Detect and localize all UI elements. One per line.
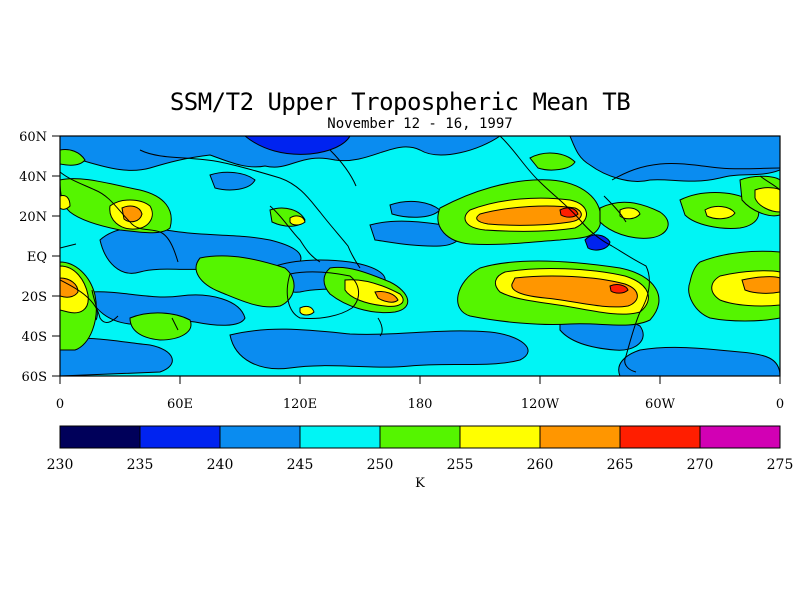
lon-label-0-west: 0 [56,397,64,412]
lon-ticks [59,376,781,384]
colorbar-swatch-230-235 [59,425,141,449]
lat-label-40s: 40S [22,330,47,345]
colorbar-tick-230: 230 [47,457,74,473]
lon-label-180: 180 [408,397,433,412]
page-subtitle: November 12 - 16, 1997 [327,116,513,132]
colorbar-tick-255: 255 [447,457,474,473]
page-title: SSM/T2 Upper Tropospheric Mean TB [169,88,631,116]
contour-field [60,136,780,376]
lat-ticks [52,135,60,377]
colorbar-swatch-250-255 [379,425,461,449]
lon-label-120w: 120W [521,397,560,412]
colorbar-tick-260: 260 [527,457,554,473]
colorbar-tick-275: 275 [767,457,794,473]
colorbar-swatch-260-265 [539,425,621,449]
lon-label-120e: 120E [283,397,317,412]
contour-band-235-240 [244,136,611,251]
lon-label-60e: 60E [167,397,193,412]
colorbar-unit-label: K [415,476,425,491]
colorbar-tick-240: 240 [207,457,234,473]
contour-band-265-270 [559,207,629,294]
colorbar-tick-250: 250 [367,457,394,473]
colorbar-swatch-235-240 [139,425,221,449]
lat-label-40n: 40N [19,170,47,185]
colorbar-swatch-270-275 [699,425,781,449]
lat-label-60s: 60S [22,370,47,385]
colorbar-tick-270: 270 [687,457,714,473]
colorbar-tick-235: 235 [127,457,154,473]
lon-label-60w: 60W [645,397,676,412]
lat-label-60n: 60N [19,130,47,145]
coastlines [60,136,780,373]
lat-label-20s: 20S [22,290,47,305]
lat-label-eq: EQ [27,250,47,265]
colorbar-swatch-265-270 [619,425,701,449]
colorbar-tick-265: 265 [607,457,634,473]
colorbar-swatch-255-260 [459,425,541,449]
contour-band-240-245 [60,136,780,376]
colorbar-swatch-240-245 [219,425,301,449]
colorbar: 230 235 240 245 250 255 260 265 270 275 … [47,425,794,491]
colorbar-tick-245: 245 [287,457,314,473]
colorbar-swatch-245-250 [299,425,381,449]
lat-label-20n: 20N [19,210,47,225]
lon-label-0-east: 0 [776,397,784,412]
